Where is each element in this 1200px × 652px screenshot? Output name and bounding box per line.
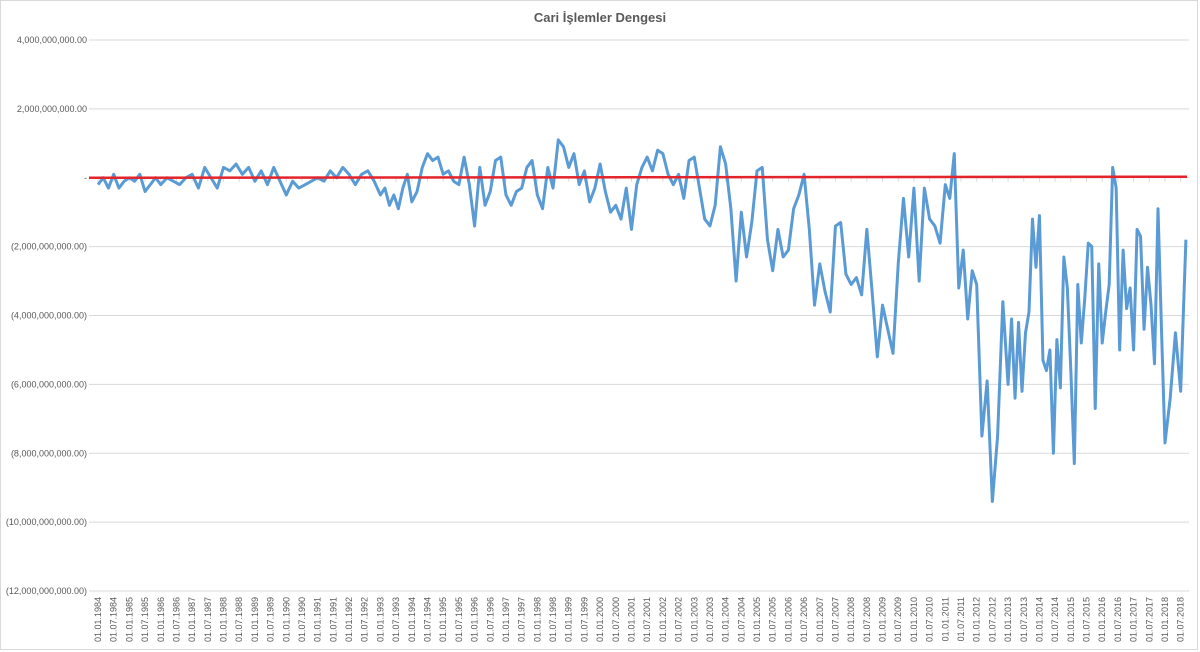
y-tick-label: 4,000,000,000.00 (17, 35, 87, 45)
x-tick-label: 01.07.1999 (579, 597, 589, 642)
x-tick-label: 01.01.2013 (1003, 597, 1013, 642)
x-tick-label: 01.07.1992 (360, 597, 370, 642)
x-tick-label: 01.01.1986 (156, 597, 166, 642)
x-tick-label: 01.07.1997 (517, 597, 527, 642)
x-tick-label: 01.01.1999 (564, 597, 574, 642)
x-tick-label: 01.01.1997 (501, 597, 511, 642)
x-tick-label: 01.01.1985 (124, 597, 134, 642)
x-tick-label: 01.07.2001 (642, 597, 652, 642)
chart-title: Cari İşlemler Dengesi (533, 10, 667, 25)
x-tick-label: 01.07.2010 (925, 597, 935, 642)
x-tick-label: 01.07.1995 (454, 597, 464, 642)
x-tick-label: 01.01.2009 (878, 597, 888, 642)
y-tick-label: (8,000,000,000.00) (11, 448, 87, 458)
x-tick-label: 01.07.1985 (140, 597, 150, 642)
x-tick-label: 01.07.2008 (862, 597, 872, 642)
y-tick-label: (12,000,000,000.00) (6, 586, 87, 596)
x-tick-label: 01.01.2015 (1066, 597, 1076, 642)
x-tick-label: 01.07.1993 (391, 597, 401, 642)
x-tick-label: 01.01.2007 (815, 597, 825, 642)
x-tick-label: 01.01.2004 (721, 597, 731, 642)
x-tick-label: 01.07.2000 (611, 597, 621, 642)
x-tick-label: 01.07.1988 (234, 597, 244, 642)
x-tick-label: 01.01.1995 (438, 597, 448, 642)
x-tick-label: 01.07.2009 (893, 597, 903, 642)
x-tick-label: 01.01.1988 (219, 597, 229, 642)
y-tick-label: - (84, 173, 87, 183)
x-tick-label: 01.07.2017 (1144, 597, 1154, 642)
x-tick-label: 01.01.2018 (1160, 597, 1170, 642)
x-tick-label: 01.01.1996 (470, 597, 480, 642)
x-tick-label: 01.01.2006 (783, 597, 793, 642)
x-tick-label: 01.07.2011 (956, 597, 966, 641)
y-tick-label: (6,000,000,000.00) (11, 379, 87, 389)
x-tick-label: 01.07.1987 (203, 597, 213, 642)
x-tick-label: 01.01.2008 (846, 597, 856, 642)
x-tick-label: 01.01.1991 (313, 597, 323, 642)
x-tick-label: 01.01.2011 (940, 597, 950, 641)
x-tick-label: 01.01.1992 (344, 597, 354, 642)
x-tick-label: 01.01.2000 (595, 597, 605, 642)
x-tick-label: 01.07.1994 (423, 597, 433, 642)
x-tick-label: 01.07.2018 (1176, 597, 1186, 642)
x-tick-label: 01.07.1991 (328, 597, 338, 642)
x-tick-label: 01.07.1984 (109, 597, 119, 642)
x-tick-label: 01.01.2017 (1129, 597, 1139, 642)
x-tick-label: 01.01.2010 (909, 597, 919, 642)
y-tick-label: 2,000,000,000.00 (17, 104, 87, 114)
x-tick-label: 01.07.2016 (1113, 597, 1123, 642)
x-tick-label: 01.01.1984 (93, 597, 103, 642)
x-tick-label: 01.07.2007 (830, 597, 840, 642)
x-tick-label: 01.07.2002 (674, 597, 684, 642)
x-tick-label: 01.01.2014 (1034, 597, 1044, 642)
x-tick-label: 01.01.2003 (689, 597, 699, 642)
x-tick-label: 01.07.2004 (736, 597, 746, 642)
x-tick-label: 01.07.2006 (799, 597, 809, 642)
series-line-cari-islemler (96, 138, 1188, 503)
y-tick-label: (2,000,000,000.00) (11, 242, 87, 252)
x-tick-label: 01.01.2005 (752, 597, 762, 642)
x-tick-label: 01.07.2015 (1082, 597, 1092, 642)
x-tick-label: 01.01.2016 (1097, 597, 1107, 642)
x-tick-label: 01.01.1993 (375, 597, 385, 642)
x-tick-label: 01.07.1986 (171, 597, 181, 642)
x-tick-label: 01.01.1994 (407, 597, 417, 642)
x-tick-label: 01.01.2012 (972, 597, 982, 642)
x-tick-label: 01.07.1990 (297, 597, 307, 642)
x-tick-label: 01.01.2001 (626, 597, 636, 642)
x-tick-label: 01.07.1989 (266, 597, 276, 642)
x-tick-label: 01.01.1998 (532, 597, 542, 642)
y-tick-label: (4,000,000,000.00) (11, 311, 87, 321)
x-tick-label: 01.01.1989 (250, 597, 260, 642)
x-tick-label: 01.01.1987 (187, 597, 197, 642)
x-tick-label: 01.07.2014 (1050, 597, 1060, 642)
x-tick-label: 01.01.2002 (658, 597, 668, 642)
x-tick-label: 01.07.2013 (1019, 597, 1029, 642)
series-line-zero (88, 175, 1188, 179)
x-tick-label: 01.07.1998 (548, 597, 558, 642)
x-tick-label: 01.07.2012 (987, 597, 997, 642)
x-tick-label: 01.01.1990 (281, 597, 291, 642)
x-tick-label: 01.07.2003 (705, 597, 715, 642)
y-tick-label: (10,000,000,000.00) (6, 517, 87, 527)
x-tick-label: 01.07.1996 (485, 597, 495, 642)
x-tick-label: 01.07.2005 (768, 597, 778, 642)
